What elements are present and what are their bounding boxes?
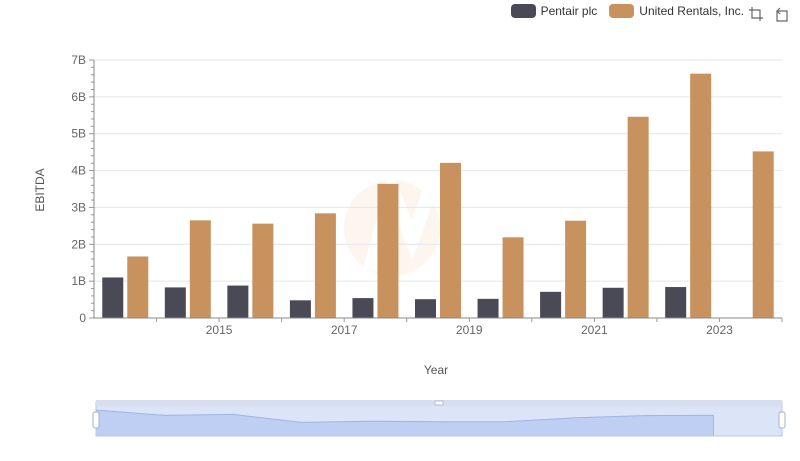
bar-pentair-2016: [227, 285, 249, 318]
slider-selected-range: [95, 401, 783, 437]
bar-pentair-2019: [415, 299, 436, 318]
bar-united-rentals-2016: [252, 223, 274, 318]
bar-pentair-2014: [102, 277, 124, 318]
x-axis-label: Year: [424, 363, 448, 377]
x-tick-label: 2019: [456, 323, 483, 337]
y-axis-label: EBITDA: [33, 168, 47, 211]
bar-united-rentals-2020: [502, 237, 524, 318]
legend-label: United Rentals, Inc.: [639, 4, 744, 18]
legend-item-united-rentals[interactable]: United Rentals, Inc.: [609, 4, 744, 18]
zoom-icon[interactable]: [748, 6, 764, 22]
bar-pentair-2021: [540, 291, 562, 318]
legend-label: Pentair plc: [540, 4, 598, 18]
y-tick-label: 0: [79, 311, 86, 325]
x-tick-label: 2021: [581, 323, 608, 337]
bar-united-rentals-2014: [127, 256, 149, 318]
bar-united-rentals-2018: [377, 183, 399, 318]
legend-swatch: [510, 4, 536, 18]
restore-icon[interactable]: [774, 6, 790, 22]
y-tick-label: 3B: [71, 200, 86, 214]
x-tick-label: 2023: [706, 323, 733, 337]
bar-united-rentals-2021: [565, 220, 587, 318]
bar-united-rentals-2015: [189, 220, 211, 318]
y-tick-label: 5B: [71, 127, 86, 141]
slider-handle-left: [92, 411, 100, 429]
slider-preview-area: [95, 409, 714, 437]
bar-pentair-2022: [602, 287, 624, 318]
y-tick-label: 2B: [71, 237, 86, 251]
bar-pentair-2020: [477, 298, 499, 318]
y-tick-label: 1B: [71, 274, 86, 288]
chart-toolbox: [748, 6, 790, 22]
zoom-slider[interactable]: [92, 400, 786, 437]
bar-united-rentals-2019: [440, 162, 461, 318]
bar-united-rentals-2023: [690, 73, 712, 318]
bar-pentair-2015: [164, 287, 186, 318]
slider-handle-right: [778, 411, 786, 429]
legend-item-pentair[interactable]: Pentair plc: [510, 4, 598, 18]
bar-pentair-2017: [289, 300, 311, 318]
bar-pentair-2023: [665, 287, 687, 318]
bar-united-rentals-2024: [752, 151, 774, 318]
chart-legend: Pentair plc United Rentals, Inc.: [510, 4, 744, 18]
legend-swatch: [609, 4, 635, 18]
slider-center-grip: [434, 400, 444, 406]
y-tick-label: 4B: [71, 164, 86, 178]
x-tick-label: 2015: [206, 323, 233, 337]
bar-united-rentals-2022: [627, 116, 649, 318]
bar-united-rentals-2017: [314, 213, 336, 318]
y-tick-label: 7B: [71, 53, 86, 67]
x-tick-label: 2017: [331, 323, 358, 337]
y-tick-label: 6B: [71, 90, 86, 104]
bar-pentair-2018: [352, 298, 374, 318]
